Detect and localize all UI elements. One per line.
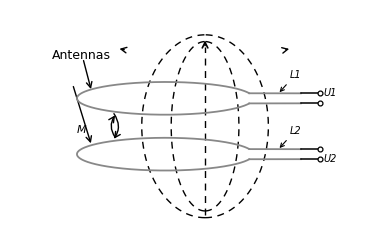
Text: Antennas: Antennas <box>52 48 111 62</box>
Text: L1: L1 <box>280 70 301 91</box>
Text: U1: U1 <box>324 88 337 98</box>
Text: M: M <box>76 125 86 135</box>
Text: U2: U2 <box>324 154 337 164</box>
Text: L2: L2 <box>280 126 301 147</box>
